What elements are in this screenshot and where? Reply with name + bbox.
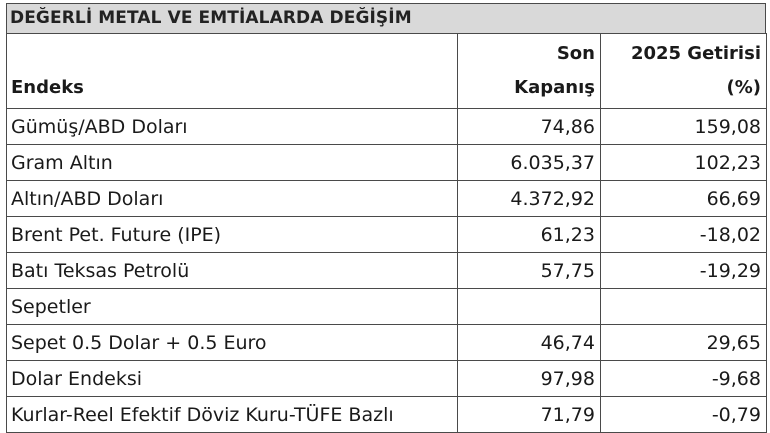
row-return: 29,65 [600, 324, 767, 361]
header-getiri-line1: 2025 Getirisi [630, 43, 761, 64]
header-endeks-text: Endeks [11, 77, 84, 98]
row-name: Sepet 0.5 Dolar + 0.5 Euro [6, 324, 458, 361]
table-title: DEĞERLİ METAL VE EMTİALARDA DEĞİŞİM [6, 3, 766, 33]
row-close: 97,98 [457, 360, 601, 397]
header-son-kapanis: Son Kapanış [457, 33, 601, 109]
header-endeks: Endeks [6, 33, 458, 109]
header-row: Endeks Son Kapanış 2025 Getirisi (%) [6, 33, 767, 109]
header-son-line1: Son [556, 43, 595, 64]
table-row: Altın/ABD Doları 4.372,92 66,69 [6, 180, 767, 217]
header-son-line2: Kapanış [514, 77, 595, 98]
row-close: 4.372,92 [457, 180, 601, 217]
row-return: -0,79 [600, 396, 767, 433]
row-close: 74,86 [457, 108, 601, 145]
row-name: Dolar Endeksi [6, 360, 458, 397]
row-close: 71,79 [457, 396, 601, 433]
data-table-sheet: DEĞERLİ METAL VE EMTİALARDA DEĞİŞİM Ende… [6, 3, 767, 433]
group-row-sepetler: Sepetler [6, 288, 767, 325]
row-return: 159,08 [600, 108, 767, 145]
row-close: 57,75 [457, 252, 601, 289]
row-name: Batı Teksas Petrolü [6, 252, 458, 289]
group-empty-cell [457, 288, 601, 325]
row-close: 6.035,37 [457, 144, 601, 181]
table-row: Sepet 0.5 Dolar + 0.5 Euro 46,74 29,65 [6, 324, 767, 361]
table-row: Batı Teksas Petrolü 57,75 -19,29 [6, 252, 767, 289]
row-close: 46,74 [457, 324, 601, 361]
row-return: -9,68 [600, 360, 767, 397]
row-return: 66,69 [600, 180, 767, 217]
table-row: Brent Pet. Future (IPE) 61,23 -18,02 [6, 216, 767, 253]
table-row: Gram Altın 6.035,37 102,23 [6, 144, 767, 181]
group-label: Sepetler [6, 288, 458, 325]
row-close: 61,23 [457, 216, 601, 253]
row-return: -19,29 [600, 252, 767, 289]
table-row: Gümüş/ABD Doları 74,86 159,08 [6, 108, 767, 145]
row-name: Altın/ABD Doları [6, 180, 458, 217]
row-name: Brent Pet. Future (IPE) [6, 216, 458, 253]
header-getiri-line2: (%) [726, 77, 762, 98]
table-row: Dolar Endeksi 97,98 -9,68 [6, 360, 767, 397]
row-name: Gram Altın [6, 144, 458, 181]
table-row: Kurlar-Reel Efektif Döviz Kuru-TÜFE Bazl… [6, 396, 767, 433]
row-name: Kurlar-Reel Efektif Döviz Kuru-TÜFE Bazl… [6, 396, 458, 433]
row-return: -18,02 [600, 216, 767, 253]
group-empty-cell [600, 288, 767, 325]
row-name: Gümüş/ABD Doları [6, 108, 458, 145]
row-return: 102,23 [600, 144, 767, 181]
header-getiri: 2025 Getirisi (%) [600, 33, 767, 109]
metals-table: Endeks Son Kapanış 2025 Getirisi (%) Güm… [6, 33, 767, 433]
